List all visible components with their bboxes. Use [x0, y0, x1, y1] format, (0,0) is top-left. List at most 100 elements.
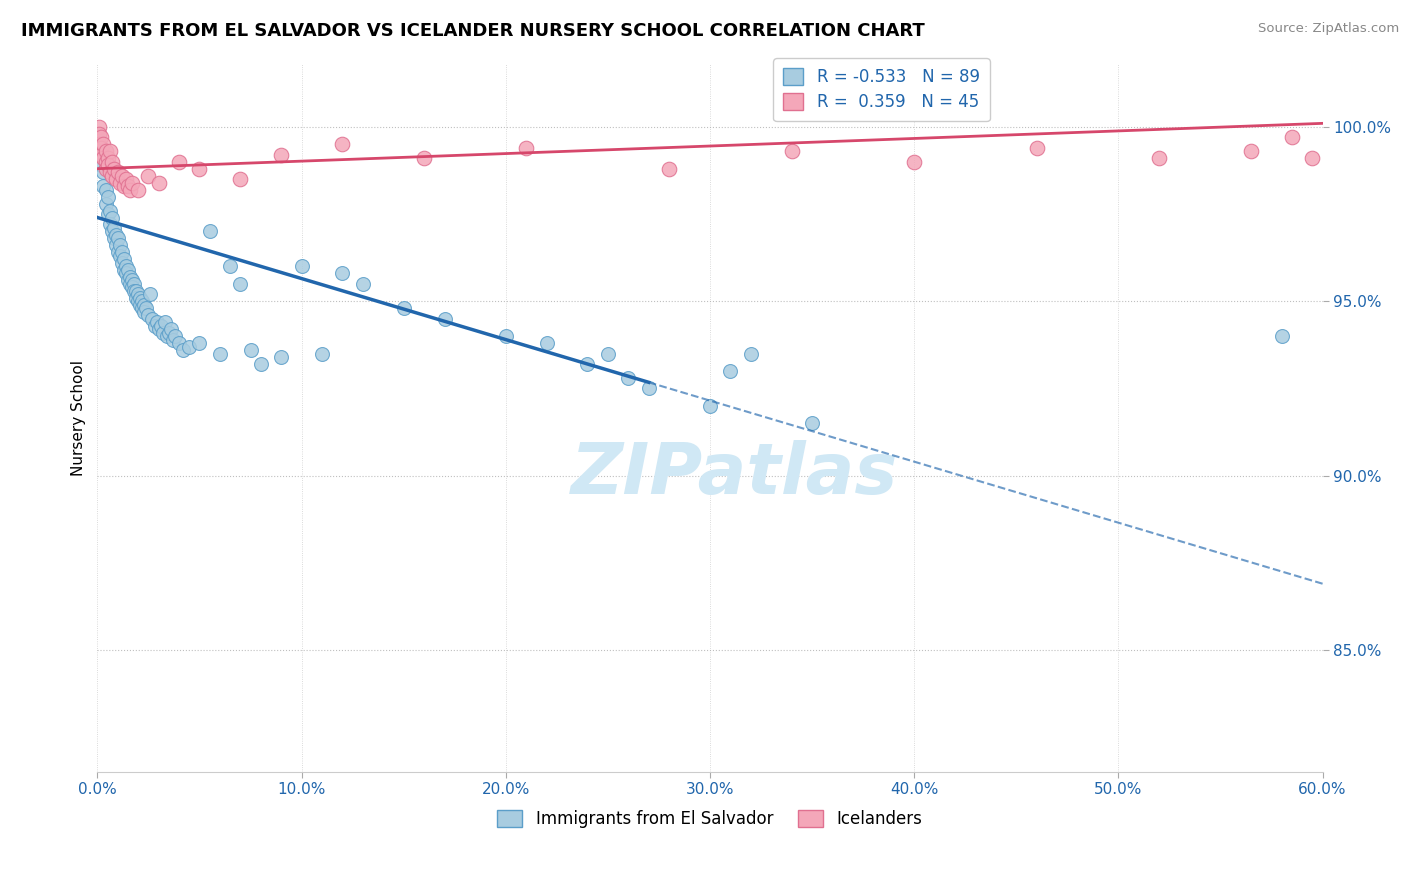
- Point: [100, 211, 122, 225]
- Point: [208, 346, 231, 360]
- Point: [111, 245, 134, 260]
- Point: [495, 329, 517, 343]
- Point: [122, 277, 145, 291]
- Point: [107, 231, 129, 245]
- Point: [108, 176, 131, 190]
- Point: [127, 183, 149, 197]
- Point: [108, 249, 131, 263]
- Point: [135, 301, 157, 316]
- Point: [117, 263, 139, 277]
- Point: [125, 291, 148, 305]
- Point: [125, 284, 148, 298]
- Point: [576, 357, 599, 371]
- Point: [98, 145, 121, 159]
- Point: [249, 357, 271, 371]
- Point: [97, 151, 120, 165]
- Point: [103, 221, 125, 235]
- Point: [121, 273, 143, 287]
- Point: [658, 161, 681, 176]
- Point: [1271, 329, 1294, 343]
- Point: [131, 301, 153, 316]
- Point: [94, 145, 117, 159]
- Point: [536, 336, 558, 351]
- Point: [1281, 130, 1303, 145]
- Point: [98, 203, 121, 218]
- Point: [637, 381, 659, 395]
- Point: [1301, 151, 1323, 165]
- Point: [515, 141, 537, 155]
- Point: [104, 238, 127, 252]
- Point: [108, 238, 131, 252]
- Point: [188, 336, 211, 351]
- Point: [740, 346, 762, 360]
- Point: [152, 326, 174, 340]
- Point: [122, 284, 145, 298]
- Point: [89, 137, 111, 152]
- Point: [121, 280, 143, 294]
- Point: [94, 183, 117, 197]
- Point: [1240, 145, 1263, 159]
- Point: [93, 137, 115, 152]
- Point: [699, 399, 721, 413]
- Point: [219, 260, 242, 274]
- Point: [115, 172, 138, 186]
- Point: [100, 154, 122, 169]
- Point: [801, 417, 824, 431]
- Point: [93, 151, 115, 165]
- Point: [270, 147, 292, 161]
- Point: [127, 294, 149, 309]
- Point: [392, 301, 415, 316]
- Legend: Immigrants from El Salvador, Icelanders: Immigrants from El Salvador, Icelanders: [491, 803, 929, 835]
- Point: [127, 287, 149, 301]
- Point: [100, 169, 122, 183]
- Point: [229, 277, 252, 291]
- Point: [311, 346, 333, 360]
- Point: [89, 127, 111, 141]
- Point: [413, 151, 436, 165]
- Point: [112, 252, 135, 267]
- Point: [198, 224, 221, 238]
- Point: [239, 343, 262, 357]
- Point: [98, 165, 121, 179]
- Point: [129, 291, 152, 305]
- Point: [118, 269, 141, 284]
- Point: [160, 322, 183, 336]
- Point: [270, 350, 292, 364]
- Point: [107, 165, 129, 179]
- Point: [94, 154, 117, 169]
- Point: [332, 137, 354, 152]
- Point: [179, 340, 201, 354]
- Point: [90, 158, 112, 172]
- Point: [718, 364, 741, 378]
- Point: [332, 266, 354, 280]
- Point: [148, 176, 170, 190]
- Point: [903, 154, 925, 169]
- Point: [163, 329, 186, 343]
- Point: [149, 318, 172, 333]
- Point: [433, 311, 456, 326]
- Point: [145, 315, 167, 329]
- Point: [117, 273, 139, 287]
- Point: [93, 165, 115, 179]
- Point: [229, 172, 252, 186]
- Point: [94, 196, 117, 211]
- Point: [138, 308, 160, 322]
- Point: [107, 245, 129, 260]
- Point: [167, 336, 190, 351]
- Point: [115, 260, 138, 274]
- Point: [115, 266, 138, 280]
- Point: [1147, 151, 1170, 165]
- Point: [89, 127, 111, 141]
- Point: [97, 207, 120, 221]
- Point: [157, 326, 180, 340]
- Point: [97, 158, 120, 172]
- Point: [103, 161, 125, 176]
- Point: [89, 120, 111, 134]
- Point: [617, 371, 640, 385]
- Point: [134, 298, 156, 312]
- Point: [118, 277, 141, 291]
- Point: [138, 169, 160, 183]
- Point: [104, 227, 127, 242]
- Point: [93, 179, 115, 194]
- Point: [111, 256, 134, 270]
